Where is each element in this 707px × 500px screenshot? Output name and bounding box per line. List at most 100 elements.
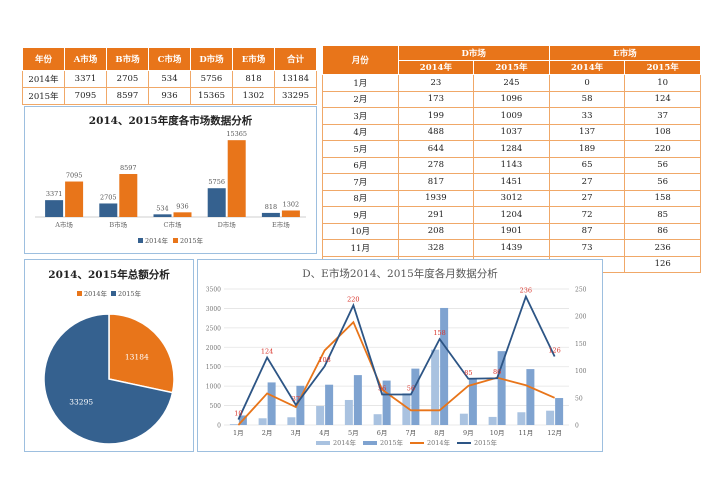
- monthly-cell: 27: [548, 189, 626, 207]
- monthly-row: 4月 488 1037 137 108: [322, 123, 701, 141]
- monthly-row: 5月 644 1284 189 220: [322, 140, 701, 158]
- data-label: 236: [520, 287, 532, 295]
- monthly-cell: 328: [397, 239, 475, 257]
- x-tick-label: B市场: [109, 220, 127, 229]
- x-tick-label: 7月: [406, 429, 417, 437]
- summary-cell: 8597: [106, 87, 149, 105]
- bar-series2: [65, 181, 84, 217]
- pie-slice: [43, 313, 174, 445]
- monthly-cell: 2月: [322, 90, 399, 108]
- data-label: 37: [292, 395, 300, 403]
- monthly-cell: 33: [548, 107, 626, 125]
- monthly-cell: 6月: [322, 156, 399, 174]
- bar-series2: [526, 369, 535, 425]
- bar-data-label: 5756: [208, 178, 225, 186]
- bar-series1: [431, 349, 440, 425]
- monthly-row: 9月 291 1204 72 85: [322, 206, 701, 224]
- monthly-cell: 3012: [473, 189, 550, 207]
- y-tick-label-right: 50: [575, 395, 583, 402]
- monthly-cell: 0: [548, 74, 626, 92]
- monthly-cell: 1037: [473, 123, 550, 141]
- summary-header-row: 年份 A市场 B市场 C市场 D市场 E市场 合计: [22, 47, 317, 71]
- bar-series1: [373, 414, 382, 425]
- summary-header-cell: A市场: [64, 47, 107, 71]
- monthly-cell: 10月: [322, 222, 399, 240]
- monthly-cell: 124: [624, 90, 701, 108]
- combo-chart-title: D、E市场2014、2015年度各月数据分析: [302, 268, 498, 280]
- monthly-table: 月份 D市场 E市场 2014年 2015年 2014年 2015年 1月 23 2…: [322, 45, 702, 273]
- data-label: 56: [378, 385, 386, 393]
- x-tick-label: C市场: [164, 220, 182, 229]
- bar-series2: [353, 375, 362, 425]
- monthly-cell: 817: [397, 173, 475, 191]
- monthly-cell: 1451: [473, 173, 550, 191]
- year-header-cell: 2015年: [473, 59, 550, 75]
- bar-data-label: 818: [265, 203, 277, 211]
- monthly-row: 10月 208 1901 87 86: [322, 222, 701, 240]
- summary-header-cell: D市场: [190, 47, 233, 71]
- year-header-cell: 2015年: [624, 59, 701, 75]
- monthly-cell: 56: [624, 173, 701, 191]
- monthly-cell: 4月: [322, 123, 399, 141]
- market-chart-title: 2014、2015年度各市场数据分析: [88, 115, 253, 127]
- monthly-cell: 7月: [322, 173, 399, 191]
- monthly-row: 1月 23 245 0 10: [322, 74, 701, 92]
- monthly-row: 11月 328 1439 73 236: [322, 239, 701, 257]
- monthly-cell: 1439: [473, 239, 550, 257]
- summary-cell: 33295: [274, 87, 317, 105]
- y-tick-label-right: 0: [575, 423, 579, 430]
- summary-cell: 13184: [274, 70, 317, 88]
- x-tick-label: 3月: [291, 429, 302, 437]
- summary-cell: 936: [148, 87, 191, 105]
- monthly-cell: 126: [624, 255, 701, 273]
- x-tick-label: 11月: [518, 429, 533, 437]
- bar-series2: [281, 210, 300, 217]
- y-tick-label-left: 3000: [206, 306, 221, 313]
- bar-series1: [207, 188, 226, 217]
- x-tick-label: 9月: [463, 429, 474, 437]
- monthly-cell: 278: [397, 156, 475, 174]
- monthly-row: 2月 173 1096 58 124: [322, 90, 701, 108]
- monthly-cell: 108: [624, 123, 701, 141]
- data-label: 86: [493, 368, 501, 376]
- bar-data-label: 2705: [100, 193, 117, 201]
- year-header-cell: 2014年: [397, 59, 475, 75]
- summary-cell: 1302: [232, 87, 275, 105]
- summary-cell: 15365: [190, 87, 233, 105]
- x-tick-label: 4月: [319, 429, 330, 437]
- data-label: 126: [548, 346, 560, 354]
- market-bar-chart: 3371 7095 A市场 2705 8597 B市场 534 936 C市场 5756 15365…: [35, 130, 306, 245]
- legend-swatch: [77, 291, 82, 296]
- monthly-cell: 3月: [322, 107, 399, 125]
- monthly-cell: 488: [397, 123, 475, 141]
- monthly-cell: 158: [624, 189, 701, 207]
- monthly-cell: 208: [397, 222, 475, 240]
- monthly-cell: 291: [397, 206, 475, 224]
- summary-header-cell: B市场: [106, 47, 149, 71]
- monthly-cell: 8月: [322, 189, 399, 207]
- monthly-cell: 72: [548, 206, 626, 224]
- pie-data-label: 33295: [69, 397, 93, 406]
- bar-series1: [316, 406, 325, 425]
- data-label: 10: [234, 410, 242, 418]
- month-header-cell: 月份: [322, 45, 399, 75]
- bar-series2: [497, 351, 506, 425]
- monthly-cell: 58: [548, 90, 626, 108]
- legend-swatch: [363, 441, 377, 445]
- legend-label: 2014年: [427, 438, 451, 447]
- bar-series2: [267, 382, 276, 425]
- year-header-cell: 2014年: [548, 59, 626, 75]
- monthly-row: 6月 278 1143 65 56: [322, 156, 701, 174]
- monthly-cell: 236: [624, 239, 701, 257]
- monthly-cell: 1204: [473, 206, 550, 224]
- pie-data-label: 13184: [125, 353, 149, 362]
- x-tick-label: 6月: [377, 429, 388, 437]
- monthly-cell: 220: [624, 140, 701, 158]
- data-label: 85: [464, 369, 472, 377]
- bar-series2: [382, 380, 391, 425]
- bar-series2: [296, 385, 305, 425]
- summary-header-cell: 年份: [22, 47, 65, 71]
- monthly-cell: 245: [473, 74, 550, 92]
- bar-data-label: 936: [176, 202, 188, 210]
- y-tick-label-left: 3500: [206, 287, 221, 294]
